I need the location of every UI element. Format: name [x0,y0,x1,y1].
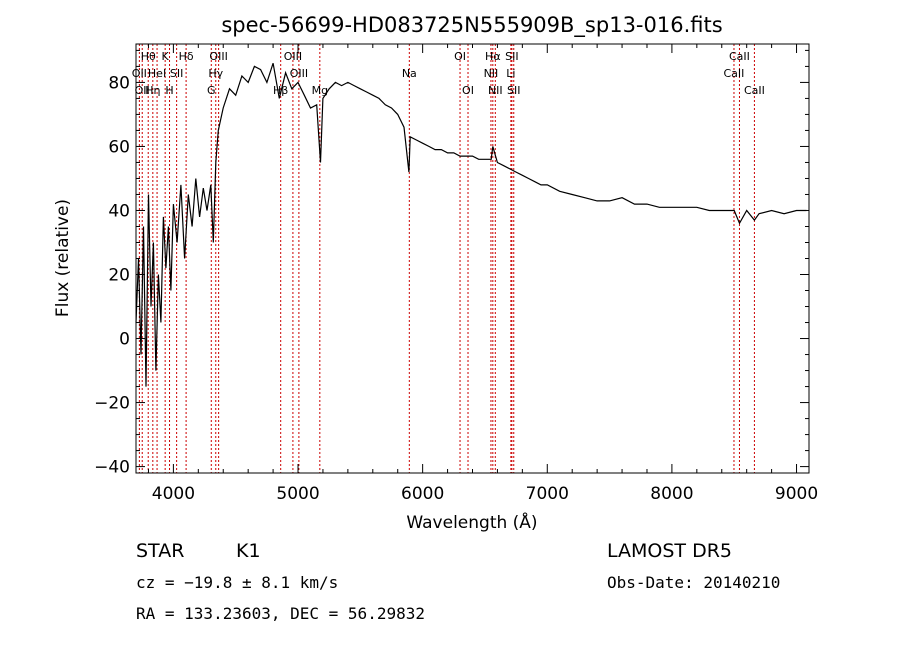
spectral-line-markers [138,44,755,473]
spectral-line-label-26: CaII [729,50,750,63]
x-tick-label-2: 6000 [401,484,444,504]
y-axis-label: Flux (relative) [53,199,73,317]
spectral-line-label-14: OIII [290,67,308,80]
chart-title: spec-56699-HD083725N555909B_sp13-016.fit… [221,13,722,38]
x-tick-label-4: 8000 [650,484,693,504]
spectrum-series-line [135,63,807,387]
y-tick-label-6: 80 [108,73,130,93]
spectral-line-label-22: Li [506,67,515,80]
y-tick-label-5: 60 [108,137,130,157]
spectral-line-label-9: G [207,84,216,97]
spectral-line-label-20: Hα [485,50,501,63]
survey-name: LAMOST DR5 [607,540,732,562]
x-axis: 4000 5000 6000 7000 8000 9000 [147,44,818,504]
y-tick-label-4: 40 [108,201,130,221]
spectral-line-label-16: Na [402,67,417,80]
spectral-line-label-23: SII [505,50,518,63]
y-tick-label-0: −40 [94,458,130,478]
spectral-line-label-13: OIII [284,50,302,63]
object-class: STAR [136,540,184,562]
spectral-line-label-19: NII [484,67,499,80]
spectral-line-label-8: Hδ [179,50,194,63]
plot-frame [135,43,810,474]
spectral-line-labels: OIIOIIHθHηHeIKHSIIHδGHγOIIIHβOIIIOIIIMgN… [132,50,765,97]
x-tick-label-1: 5000 [276,484,319,504]
spectral-line-label-3: Hη [145,84,160,97]
spectral-line-label-21: NII [488,84,503,97]
spectral-line-label-6: H [165,84,173,97]
coordinates-text: RA = 133.23603, DEC = 56.29832 [136,604,425,623]
spectral-line-label-17: OI [454,50,466,63]
spectral-line-label-15: Mg [312,84,328,97]
y-tick-label-3: 20 [108,266,130,286]
spectral-line-label-0: OII [132,67,147,80]
observation-date: Obs-Date: 20140210 [607,573,780,592]
spectral-line-label-10: Hγ [208,67,223,80]
y-axis: −40 −20 0 20 40 60 80 [94,49,809,478]
x-tick-label-3: 7000 [526,484,569,504]
spectral-line-label-1: OII [135,84,150,97]
spectral-line-label-4: HeI [148,67,166,80]
spectral-line-label-25: CaII [724,67,745,80]
spectral-line-label-24: SII [507,84,520,97]
redshift-text: cz = −19.8 ± 8.1 km/s [136,573,338,592]
spectral-line-label-7: SII [170,67,183,80]
y-tick-label-2: 0 [119,330,130,350]
y-tick-label-1: −20 [94,394,130,414]
object-subclass: K1 [236,540,261,562]
spectral-line-label-5: K [162,50,170,63]
spectral-line-label-18: OI [462,84,474,97]
spectral-line-label-11: OIII [209,50,227,63]
spectral-line-label-27: CaII [744,84,765,97]
x-axis-label: Wavelength (Å) [406,511,537,533]
x-tick-label-5: 9000 [775,484,818,504]
spectral-line-label-2: Hθ [141,50,156,63]
x-tick-label-0: 4000 [152,484,195,504]
